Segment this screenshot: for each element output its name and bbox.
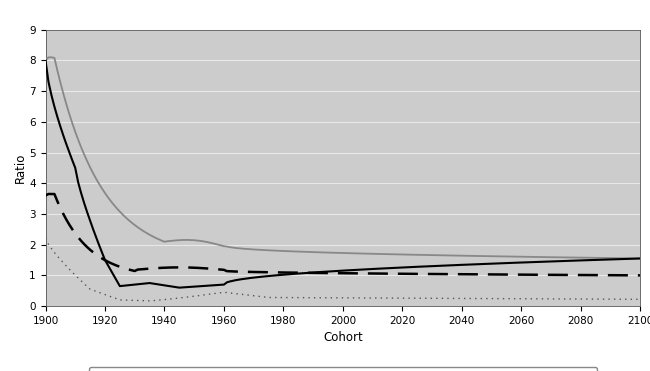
Tax base growth rate: [45, 192, 53, 196]
Tax base growth rate: [589, 273, 597, 277]
Zero real: [294, 249, 302, 254]
Large company stock: [42, 236, 49, 241]
Zero real: [589, 256, 597, 260]
Large company stock: [146, 299, 153, 303]
Trust fund: [636, 256, 644, 261]
Large company stock: [589, 297, 597, 301]
Large company stock: [45, 242, 53, 247]
Trust fund: [95, 243, 103, 247]
Trust fund: [366, 267, 374, 271]
Legend: Zero real, Tax base growth rate, Trust fund, Large company stock: Zero real, Tax base growth rate, Trust f…: [89, 367, 597, 371]
Tax base growth rate: [294, 270, 302, 275]
Trust fund: [42, 58, 49, 63]
Trust fund: [589, 258, 597, 262]
Line: Tax base growth rate: Tax base growth rate: [46, 194, 640, 275]
Zero real: [98, 186, 106, 191]
X-axis label: Cohort: Cohort: [323, 331, 363, 344]
Tax base growth rate: [636, 273, 644, 278]
Tax base growth rate: [262, 270, 270, 275]
Tax base growth rate: [98, 256, 106, 261]
Zero real: [42, 58, 49, 63]
Line: Zero real: Zero real: [46, 58, 640, 259]
Zero real: [262, 248, 270, 252]
Zero real: [366, 252, 374, 256]
Trust fund: [176, 285, 183, 290]
Line: Large company stock: Large company stock: [46, 239, 640, 301]
Trust fund: [294, 271, 302, 276]
Trust fund: [262, 274, 270, 279]
Trust fund: [45, 80, 53, 84]
Y-axis label: Ratio: Ratio: [14, 153, 27, 183]
Large company stock: [366, 296, 374, 300]
Large company stock: [294, 295, 302, 300]
Large company stock: [636, 297, 644, 302]
Zero real: [636, 256, 644, 261]
Tax base growth rate: [42, 193, 49, 198]
Line: Trust fund: Trust fund: [46, 60, 640, 288]
Large company stock: [95, 290, 103, 295]
Tax base growth rate: [47, 192, 55, 196]
Tax base growth rate: [366, 271, 374, 276]
Zero real: [45, 55, 53, 60]
Zero real: [47, 55, 55, 60]
Large company stock: [262, 295, 270, 299]
